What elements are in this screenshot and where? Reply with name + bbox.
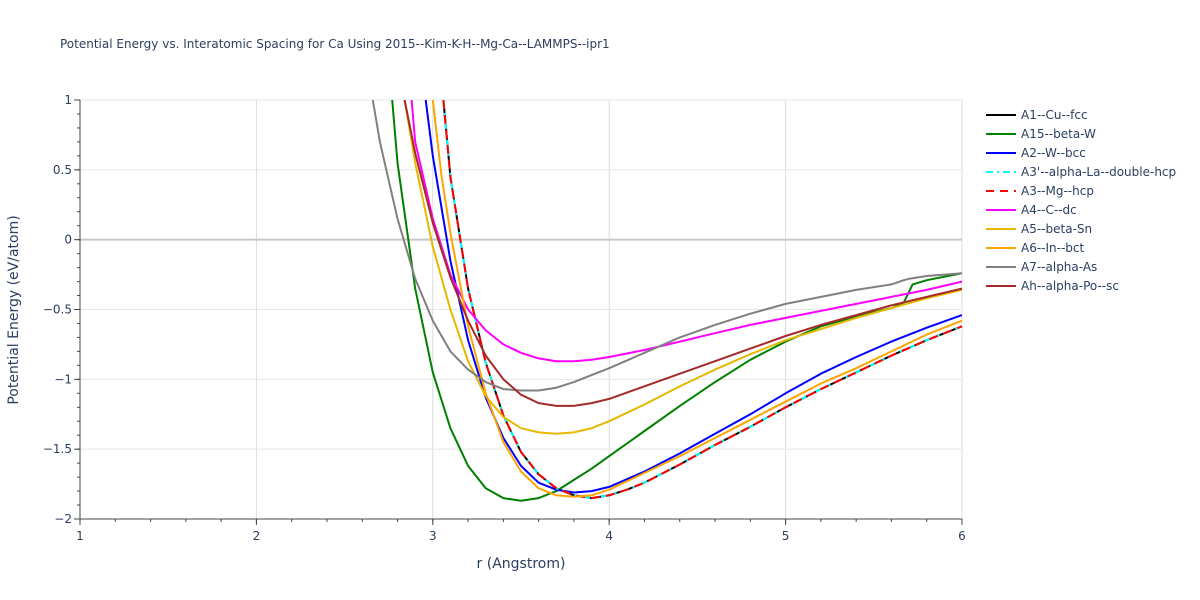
- legend-label: A3--Mg--hcp: [1021, 184, 1094, 198]
- legend-label: A3'--alpha-La--double-hcp: [1021, 165, 1176, 179]
- y-tick-label: 0: [64, 233, 72, 247]
- legend-item[interactable]: A3--Mg--hcp: [986, 184, 1094, 198]
- y-tick-label: 0.5: [53, 163, 72, 177]
- legend-item[interactable]: A15--beta-W: [986, 127, 1096, 141]
- legend-label: A5--beta-Sn: [1021, 222, 1092, 236]
- x-tick-label: 1: [76, 529, 84, 543]
- series-line-a3-mg-hcp: [442, 100, 962, 500]
- x-axis-title: r (Angstrom): [477, 556, 566, 572]
- series-lines: [371, 100, 962, 502]
- grid: [80, 99, 963, 519]
- legend[interactable]: A1--Cu--fcc A15--beta-W A2--W--bcc A3'--alp…: [986, 108, 1176, 293]
- series-line-a6-in-bct: [431, 100, 962, 498]
- legend-item[interactable]: A3'--alpha-La--double-hcp: [986, 165, 1176, 179]
- y-tick-label: −0.5: [43, 303, 72, 317]
- legend-item[interactable]: Ah--alpha-Po--sc: [986, 279, 1119, 293]
- x-tick-label: 3: [429, 529, 437, 543]
- y-tick-label: 1: [64, 93, 72, 107]
- series-line-a2-w-bcc: [424, 100, 962, 494]
- chart-title: Potential Energy vs. Interatomic Spacing…: [60, 37, 610, 51]
- legend-label: A6--In--bct: [1021, 241, 1085, 255]
- legend-item[interactable]: A5--beta-Sn: [986, 222, 1092, 236]
- legend-item[interactable]: A6--In--bct: [986, 241, 1085, 255]
- x-tick-label: 5: [782, 529, 790, 543]
- legend-label: A15--beta-W: [1021, 127, 1096, 141]
- legend-item[interactable]: A4--C--dc: [986, 203, 1077, 217]
- series-line-a7-alpha-as: [371, 100, 962, 392]
- x-tick-label: 4: [605, 529, 613, 543]
- axes: 1 2 3 4 5 6 1 0.5 0 −0.5 −1 −1.5 −2: [43, 93, 966, 543]
- series-line-a5-beta-sn: [403, 100, 962, 435]
- legend-label: A7--alpha-As: [1021, 260, 1097, 274]
- legend-label: A2--W--bcc: [1021, 146, 1086, 160]
- legend-item[interactable]: A1--Cu--fcc: [986, 108, 1088, 122]
- legend-label: Ah--alpha-Po--sc: [1021, 279, 1119, 293]
- legend-item[interactable]: A7--alpha-As: [986, 260, 1097, 274]
- legend-label: A1--Cu--fcc: [1021, 108, 1088, 122]
- y-tick-label: −1: [54, 372, 72, 386]
- legend-item[interactable]: A2--W--bcc: [986, 146, 1086, 160]
- x-tick-label: 2: [253, 529, 261, 543]
- y-axis-title: Potential Energy (eV/atom): [6, 215, 22, 404]
- series-line-a4-c-dc: [410, 100, 962, 363]
- y-tick-label: −2: [54, 512, 72, 526]
- series-line-ah-alpha-po-sc: [403, 100, 962, 407]
- y-tick-label: −1.5: [43, 442, 72, 456]
- x-tick-label: 6: [958, 529, 966, 543]
- legend-label: A4--C--dc: [1021, 203, 1077, 217]
